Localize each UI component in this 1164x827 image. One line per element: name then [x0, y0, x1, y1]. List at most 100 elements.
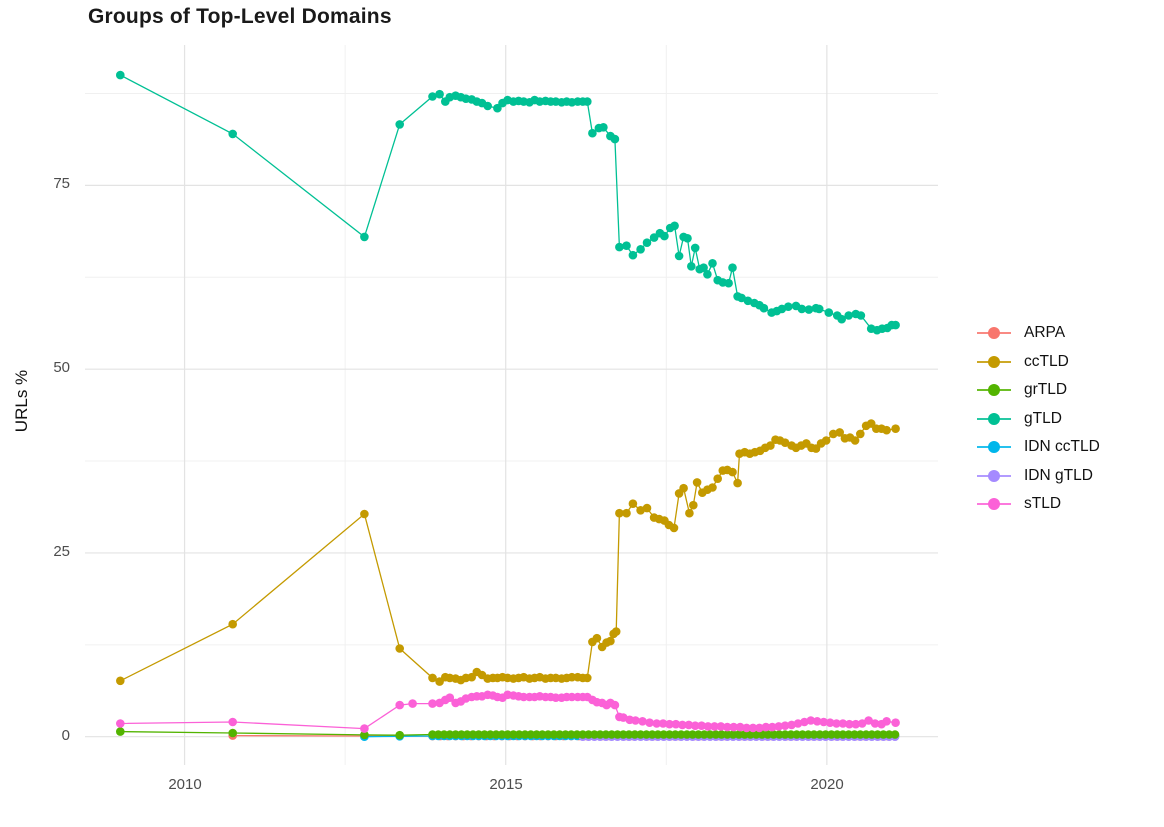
- data-point-cctld: [606, 636, 615, 646]
- data-point-grtld: [360, 730, 369, 740]
- data-point-grtld: [116, 727, 125, 736]
- data-point-stld: [774, 722, 783, 731]
- data-point-cctld: [615, 508, 624, 518]
- data-point-gtld: [660, 231, 669, 241]
- data-point-grtld: [395, 730, 405, 740]
- data-point-cctld: [856, 429, 865, 439]
- data-point-cctld: [360, 509, 369, 519]
- data-point-stld: [678, 720, 687, 730]
- data-point-gtld: [583, 97, 592, 106]
- data-point-stld: [882, 717, 891, 726]
- legend-dot-icon: [988, 498, 1000, 511]
- data-point-gtld: [610, 134, 620, 144]
- data-point-gtld: [599, 123, 608, 132]
- data-point-cctld: [685, 508, 694, 518]
- data-point-gtld: [116, 70, 125, 80]
- data-point-stld: [845, 719, 854, 729]
- data-point-gtld: [615, 242, 624, 252]
- data-point-stld: [735, 722, 745, 732]
- legend-item-grtld: grTLD: [977, 376, 1100, 405]
- data-point-cctld: [679, 483, 688, 493]
- data-point-gtld: [628, 250, 638, 260]
- legend-label-grtld: grTLD: [1024, 381, 1068, 399]
- data-point-cctld: [692, 478, 702, 487]
- data-point-gtld: [737, 293, 746, 303]
- data-point-gtld: [622, 241, 631, 250]
- legend-item-idn-gtld: IDN gTLD: [977, 462, 1100, 491]
- legend-dot-icon: [988, 441, 1000, 454]
- x-tick-2010: 2010: [168, 776, 202, 793]
- data-point-gtld: [703, 270, 712, 279]
- x-tick-2015: 2015: [489, 776, 523, 793]
- data-point-cctld: [611, 627, 621, 636]
- legend-item-idn-cctld: IDN ccTLD: [977, 433, 1100, 462]
- data-point-gtld: [699, 263, 708, 273]
- data-point-stld: [780, 721, 790, 730]
- y-tick-25: 25: [53, 543, 70, 560]
- data-point-cctld: [821, 436, 831, 445]
- data-point-stld: [658, 719, 668, 728]
- data-point-stld: [825, 718, 835, 727]
- legend-label-gtld: gTLD: [1024, 409, 1062, 427]
- x-tick-2020: 2020: [810, 776, 844, 793]
- data-point-stld: [806, 716, 816, 725]
- legend-item-stld: sTLD: [977, 490, 1100, 519]
- data-point-stld: [729, 722, 738, 732]
- legend-key-stld: [977, 498, 1011, 511]
- legend-item-arpa: ARPA: [977, 319, 1100, 348]
- data-point-gtld: [814, 304, 824, 314]
- data-point-stld: [395, 700, 405, 710]
- legend: ARPA ccTLD grTLD gTLD IDN ccTLD IDN gTLD…: [977, 319, 1100, 519]
- legend-key-arpa: [977, 327, 1011, 340]
- data-point-stld: [891, 718, 900, 727]
- data-point-gtld: [395, 120, 405, 129]
- data-point-gtld: [642, 238, 652, 247]
- data-point-gtld: [728, 263, 737, 273]
- legend-item-gtld: gTLD: [977, 405, 1100, 434]
- data-point-cctld: [628, 499, 638, 509]
- legend-item-cctld: ccTLD: [977, 348, 1100, 377]
- legend-key-cctld: [977, 355, 1011, 368]
- data-point-stld: [645, 718, 654, 727]
- data-point-gtld: [784, 302, 793, 312]
- data-point-gtld: [683, 234, 692, 243]
- data-point-stld: [697, 721, 706, 730]
- data-point-gtld: [724, 278, 733, 288]
- data-point-gtld: [891, 320, 900, 330]
- data-point-stld: [671, 719, 681, 729]
- data-point-stld: [665, 719, 674, 729]
- data-point-cctld: [228, 619, 237, 629]
- data-point-stld: [819, 717, 828, 727]
- data-point-gtld: [674, 251, 684, 261]
- legend-label-cctld: ccTLD: [1024, 352, 1069, 370]
- legend-label-arpa: ARPA: [1024, 324, 1066, 342]
- data-point-stld: [742, 723, 751, 733]
- legend-dot-icon: [988, 355, 1000, 368]
- data-point-cctld: [395, 644, 405, 653]
- data-point-stld: [864, 716, 873, 725]
- legend-label-idn-cctld: IDN ccTLD: [1024, 438, 1100, 456]
- data-point-stld: [408, 699, 417, 708]
- chart-title: Groups of Top-Level Domains: [88, 5, 392, 28]
- data-point-gtld: [360, 232, 369, 242]
- data-point-gtld: [824, 308, 834, 317]
- data-point-stld: [716, 722, 726, 731]
- data-point-grtld: [890, 730, 900, 739]
- data-point-stld: [748, 723, 758, 733]
- data-point-cctld: [882, 425, 891, 435]
- legend-label-stld: sTLD: [1024, 495, 1062, 513]
- data-point-gtld: [687, 262, 696, 271]
- data-point-stld: [116, 719, 125, 728]
- data-point-stld: [768, 722, 777, 732]
- data-point-stld: [445, 693, 455, 702]
- data-point-cctld: [891, 424, 900, 434]
- y-tick-50: 50: [53, 359, 70, 376]
- data-point-stld: [870, 719, 880, 728]
- data-point-gtld: [797, 304, 807, 314]
- data-point-gtld: [690, 243, 700, 253]
- data-point-stld: [838, 719, 848, 728]
- data-point-gtld: [228, 129, 237, 139]
- data-point-stld: [684, 720, 694, 730]
